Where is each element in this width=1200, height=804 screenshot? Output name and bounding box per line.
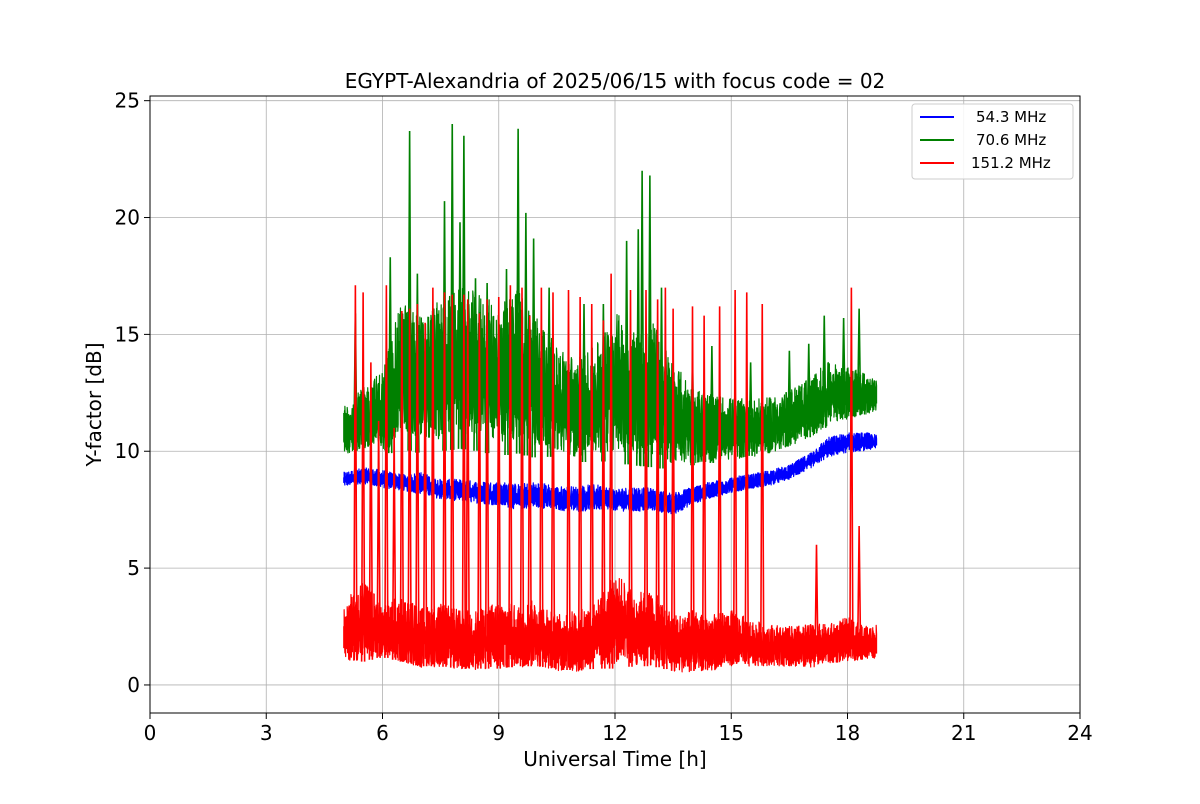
series-spike (422, 322, 428, 667)
series-spike (628, 289, 633, 667)
x-tick-label: 9 (492, 721, 505, 745)
y-axis-label: Y-factor [dB] (82, 342, 106, 467)
series-spike (841, 318, 846, 419)
x-tick-label: 24 (1067, 721, 1092, 745)
x-tick-label: 6 (376, 721, 389, 745)
x-tick-label: 0 (144, 721, 157, 745)
series-spike (353, 285, 358, 661)
series-layer (343, 124, 878, 673)
series-spike (391, 427, 397, 660)
series-spike (814, 544, 819, 663)
series-spike (527, 315, 533, 667)
series-spike (787, 350, 792, 445)
series-spike (701, 315, 707, 670)
series-spike (566, 289, 571, 671)
y-tick-label: 5 (127, 556, 140, 580)
series-spike (639, 170, 645, 467)
series-spike (577, 296, 583, 671)
series-spike (508, 285, 513, 668)
series-spike (663, 287, 668, 670)
series-spike (643, 289, 649, 667)
series-spike (581, 303, 587, 463)
series-spike (856, 308, 862, 412)
series-spike (473, 278, 478, 451)
series-spike (608, 273, 614, 669)
series-spike (717, 306, 722, 667)
series-spike (759, 304, 765, 663)
series-spike (690, 306, 695, 671)
series-spike (515, 128, 521, 454)
series-spike (659, 287, 664, 469)
series-spike (360, 292, 366, 662)
legend-label-70-6: 70.6 MHz (976, 131, 1046, 149)
series-spike (407, 308, 412, 664)
series-spike (407, 131, 412, 451)
y-tick-label: 15 (115, 322, 140, 346)
series-spike (732, 289, 738, 664)
series-spike (550, 292, 556, 669)
x-tick-label: 15 (719, 721, 744, 745)
series-spike (384, 285, 389, 658)
series-spike (523, 212, 529, 456)
series-spike (376, 420, 381, 658)
series-spike (635, 229, 641, 466)
series-spike (849, 287, 854, 657)
y-tick-label: 25 (115, 89, 140, 113)
x-axis-label: Universal Time [h] (523, 747, 706, 771)
series-spike (670, 308, 676, 671)
series-spike (856, 526, 862, 656)
series-spike (430, 287, 436, 667)
x-tick-label: 12 (602, 721, 627, 745)
legend: 54.3 MHz 70.6 MHz 151.2 MHz (911, 103, 1074, 180)
series-spike (601, 320, 606, 669)
series-spike (531, 238, 536, 458)
series-spike (449, 124, 455, 450)
series-spike (806, 343, 812, 438)
series-spike (504, 268, 509, 455)
legend-label-151-2: 151.2 MHz (971, 154, 1051, 172)
x-tick-label: 3 (260, 721, 273, 745)
series-spike (589, 304, 595, 670)
x-tick-label: 18 (835, 721, 860, 745)
series-spike (465, 299, 471, 669)
series-spike (457, 222, 463, 449)
series-spike (449, 294, 455, 668)
series-spike (655, 299, 660, 668)
series-spike (744, 292, 750, 664)
series-spike (477, 313, 482, 669)
series-spike (461, 294, 467, 669)
series-spike (484, 299, 490, 669)
legend-frame (911, 103, 1074, 180)
series-spike (748, 362, 753, 456)
axis-ticks: 0 3 6 9 12 15 18 21 24 0 5 10 15 20 25 (115, 89, 1093, 745)
series-spike (399, 311, 405, 662)
series-spike (368, 362, 374, 660)
series-151-2-mhz (343, 273, 878, 673)
series-spike (709, 346, 715, 463)
series-70-6-mhz (343, 124, 878, 469)
series-spike (387, 257, 393, 454)
series-spike (647, 175, 653, 468)
series-spike (821, 315, 827, 428)
series-spike (546, 287, 552, 457)
series-spike (442, 292, 447, 667)
legend-label-54-3: 54.3 MHz (976, 108, 1046, 126)
series-spike (415, 304, 420, 666)
y-tick-label: 0 (127, 673, 140, 697)
series-spike (519, 287, 525, 667)
series-spike (539, 287, 544, 667)
x-tick-label: 21 (951, 721, 976, 745)
series-spike (624, 240, 629, 465)
series-spike (496, 296, 502, 669)
y-tick-label: 20 (115, 206, 140, 230)
y-tick-label: 10 (115, 439, 140, 463)
chart-title: EGYPT-Alexandria of 2025/06/15 with focu… (345, 69, 886, 93)
